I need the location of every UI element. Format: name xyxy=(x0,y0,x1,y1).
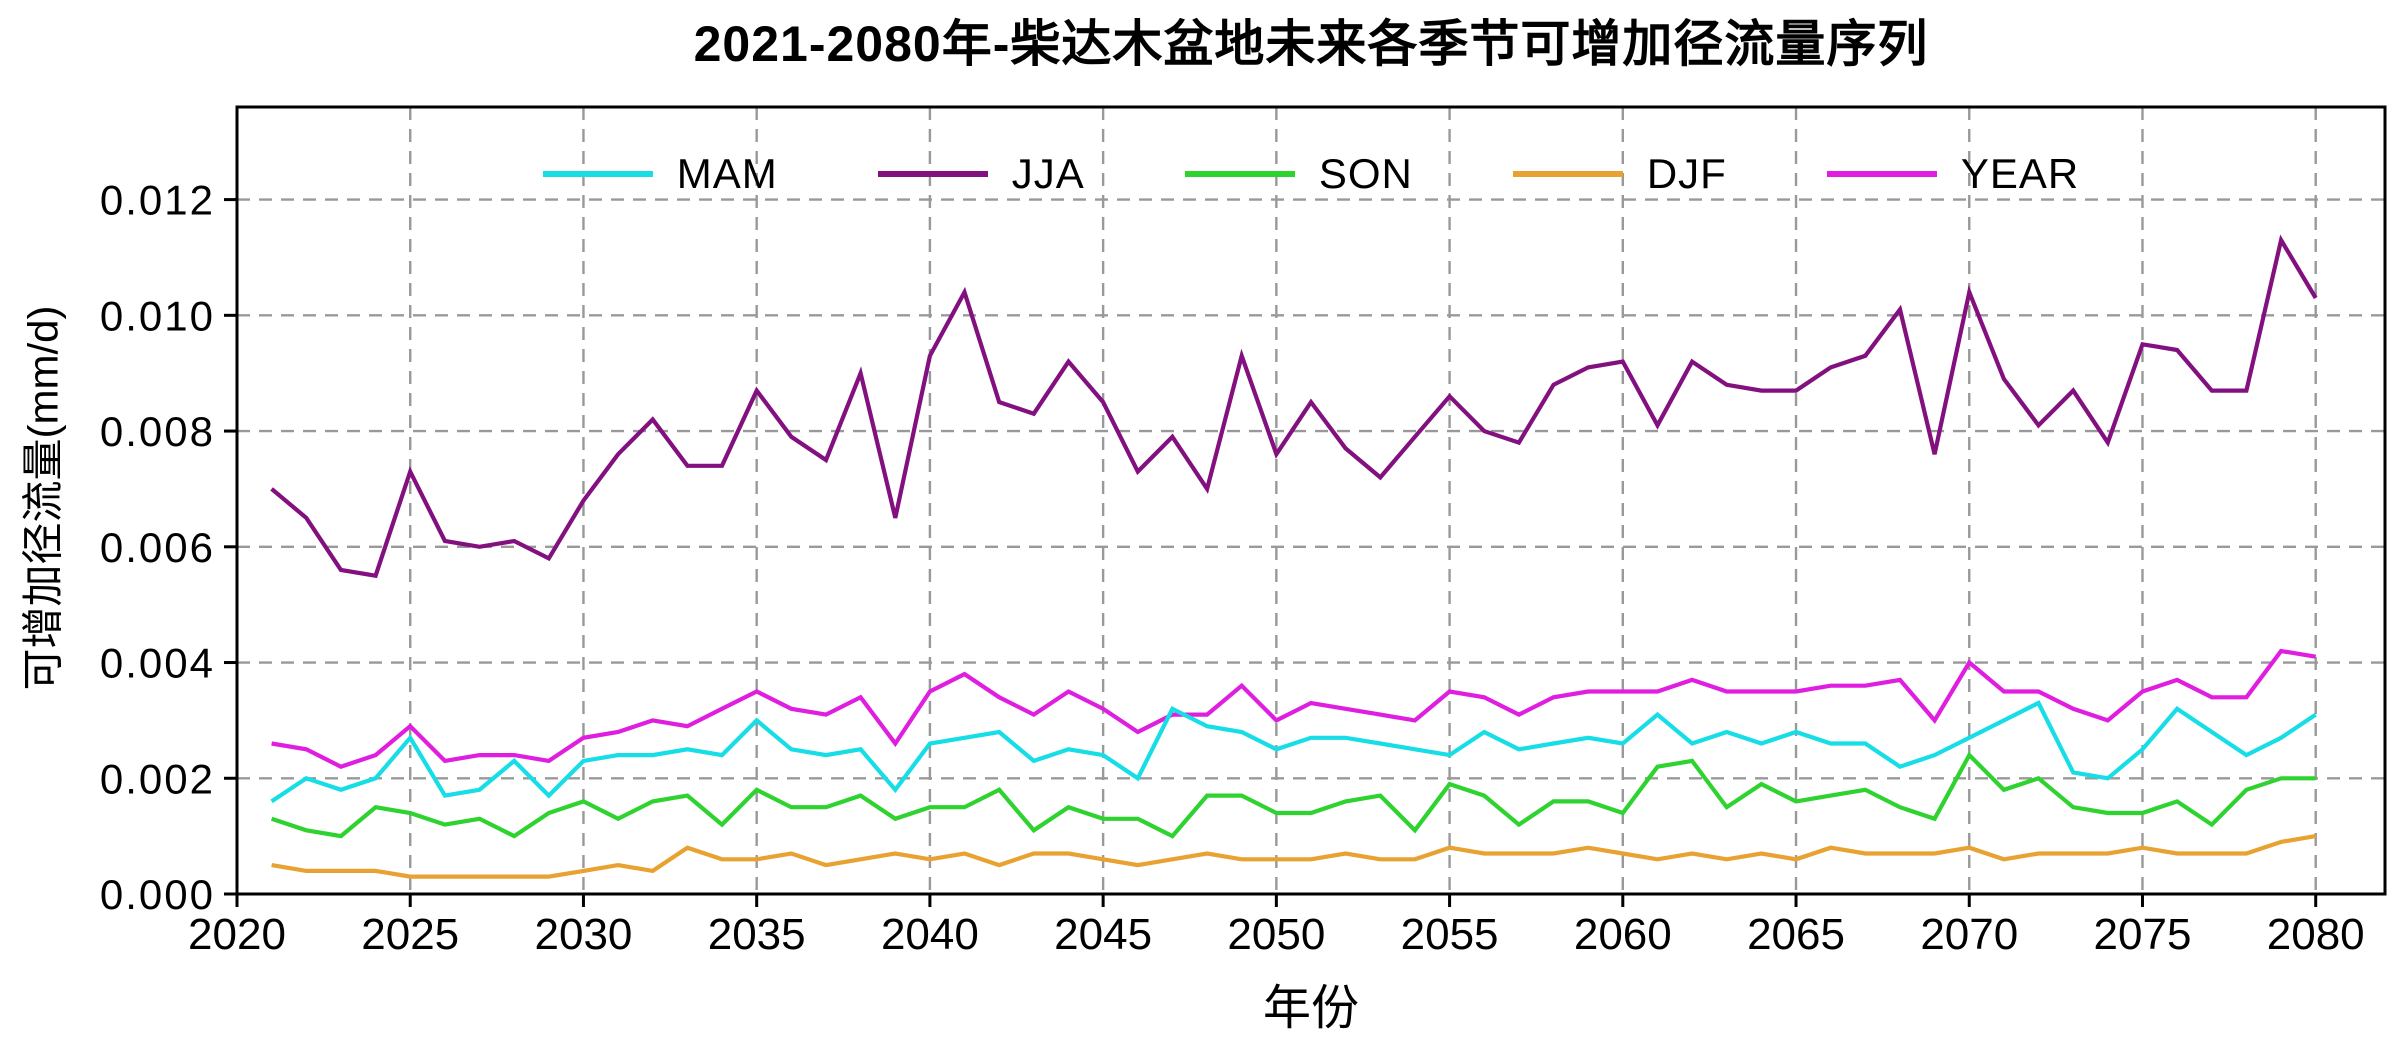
y-axis-label: 可增加径流量(mm/d) xyxy=(19,305,67,691)
x-tick-label: 2035 xyxy=(708,910,806,959)
y-tick-label: 0.006 xyxy=(100,524,215,571)
x-axis-label: 年份 xyxy=(1262,982,1359,1035)
series-line-mam xyxy=(270,700,2317,804)
plot-border xyxy=(235,105,2387,896)
y-tick-label: 0.004 xyxy=(100,640,215,687)
y-tick-label: 0.002 xyxy=(100,755,215,802)
x-tick-label: 2045 xyxy=(1054,910,1152,959)
y-tick-label: 0.010 xyxy=(100,292,215,339)
x-tick-label: 2025 xyxy=(361,910,459,959)
series-line-year xyxy=(271,648,2317,769)
series-line-son xyxy=(270,751,2316,839)
x-tick-label: 2080 xyxy=(2267,910,2365,959)
y-tick-label: 0.008 xyxy=(100,408,215,455)
y-tick-label: 0.000 xyxy=(100,871,215,918)
x-tick-label: 2040 xyxy=(881,910,979,959)
x-tick-label: 2020 xyxy=(188,910,286,959)
x-tick-label: 2030 xyxy=(535,910,633,959)
y-tick-label: 0.012 xyxy=(100,177,215,224)
x-tick-label: 2055 xyxy=(1401,910,1499,959)
chart-title: 2021-2080年-柴达木盆地未来各季节可增加径流量序列 xyxy=(693,16,1929,72)
x-tick-label: 2075 xyxy=(2094,910,2192,959)
x-tick-label: 2060 xyxy=(1574,910,1672,959)
x-tick-label: 2050 xyxy=(1227,910,1325,959)
series-line-djf xyxy=(271,834,2317,879)
series-line-jja xyxy=(270,234,2318,579)
x-tick-label: 2065 xyxy=(1747,910,1845,959)
x-tick-label: 2070 xyxy=(1920,910,2018,959)
